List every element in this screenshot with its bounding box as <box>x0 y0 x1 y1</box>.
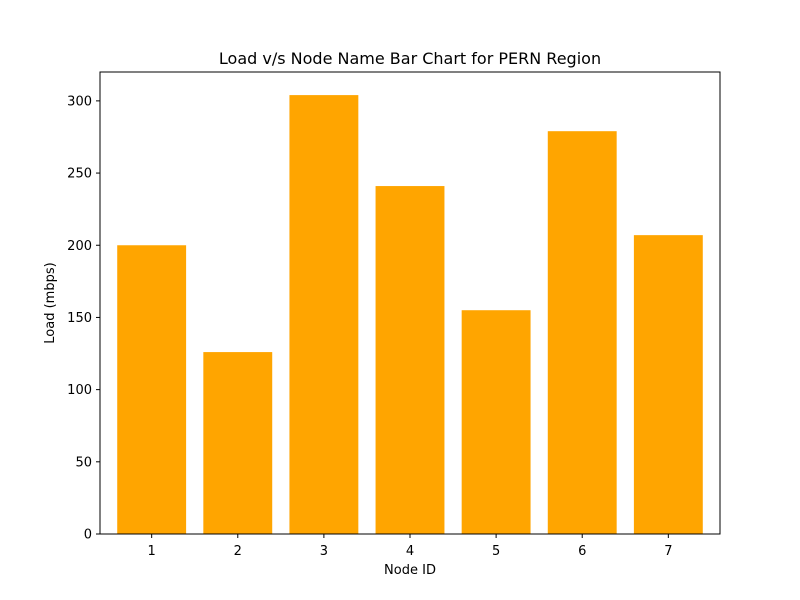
x-axis: 1 2 3 4 5 6 7 <box>148 534 672 559</box>
y-tick-label: 50 <box>75 455 92 470</box>
bar-node-6 <box>547 131 617 534</box>
y-tick-label: 150 <box>67 311 92 326</box>
bars-group <box>117 95 703 534</box>
x-tick-label: 7 <box>664 544 672 559</box>
bar-node-1 <box>117 245 187 534</box>
x-tick-label: 3 <box>320 544 328 559</box>
y-tick-label: 300 <box>67 94 92 109</box>
x-tick-label: 4 <box>406 544 414 559</box>
y-tick-label: 0 <box>84 528 92 543</box>
x-tick-label: 2 <box>234 544 242 559</box>
bar-node-5 <box>461 310 531 534</box>
y-axis-label: Load (mbps) <box>43 262 58 343</box>
bar-node-7 <box>633 235 703 534</box>
y-tick-label: 250 <box>67 167 92 182</box>
bar-node-2 <box>203 352 273 534</box>
x-tick-label: 6 <box>578 544 586 559</box>
y-tick-label: 100 <box>67 383 92 398</box>
y-tick-label: 200 <box>67 239 92 254</box>
chart-title: Load v/s Node Name Bar Chart for PERN Re… <box>219 49 601 68</box>
x-axis-label: Node ID <box>384 563 436 578</box>
x-tick-label: 5 <box>492 544 500 559</box>
x-tick-label: 1 <box>148 544 156 559</box>
bar-node-3 <box>289 95 359 534</box>
y-axis: 0 50 100 150 200 250 300 <box>67 94 100 543</box>
bar-node-4 <box>375 186 445 534</box>
